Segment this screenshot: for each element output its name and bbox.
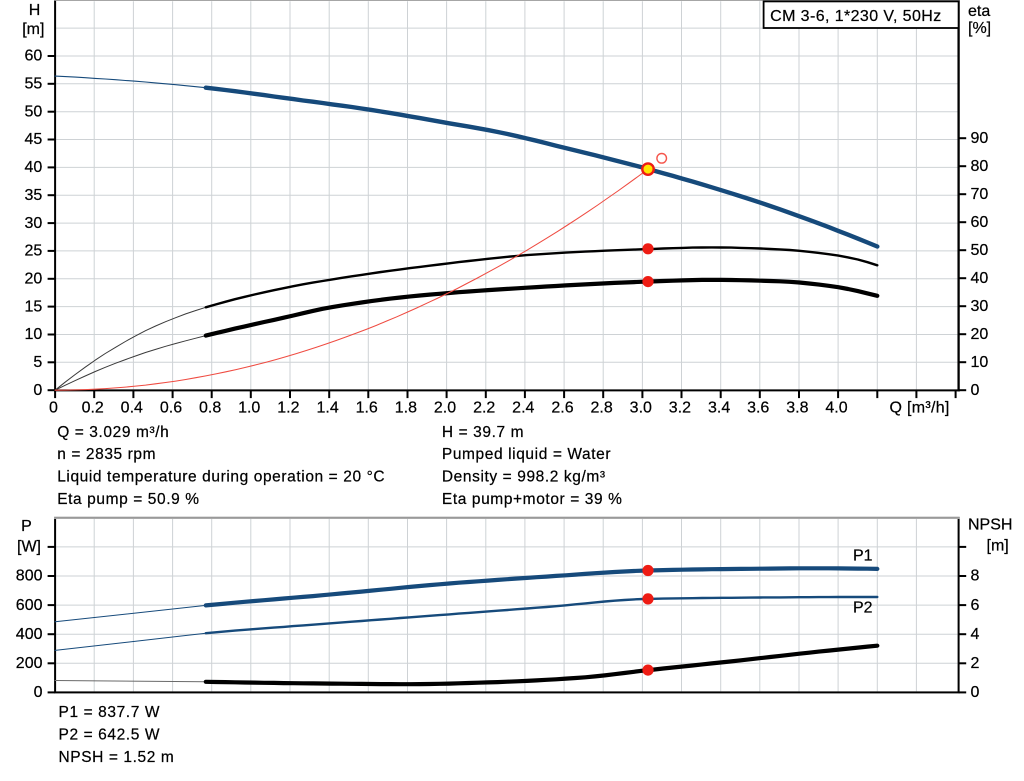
svg-text:8: 8 — [971, 568, 980, 585]
svg-text:3.0: 3.0 — [630, 400, 652, 417]
svg-text:10: 10 — [25, 326, 43, 343]
svg-text:3.2: 3.2 — [669, 400, 691, 417]
svg-text:[%]: [%] — [968, 20, 991, 37]
svg-text:2.6: 2.6 — [551, 400, 573, 417]
svg-text:1.8: 1.8 — [395, 400, 417, 417]
svg-text:0.4: 0.4 — [121, 400, 143, 417]
svg-text:Density = 998.2 kg/m³: Density = 998.2 kg/m³ — [442, 469, 606, 486]
svg-text:3.6: 3.6 — [747, 400, 769, 417]
svg-text:2.2: 2.2 — [473, 400, 495, 417]
svg-text:25: 25 — [25, 243, 43, 260]
svg-text:2.4: 2.4 — [512, 400, 534, 417]
svg-text:400: 400 — [16, 626, 43, 643]
svg-text:0: 0 — [34, 684, 43, 701]
svg-text:20: 20 — [25, 271, 43, 288]
svg-text:4: 4 — [971, 626, 980, 643]
svg-text:CM 3-6, 1*230 V, 50Hz: CM 3-6, 1*230 V, 50Hz — [770, 8, 941, 25]
svg-text:Pumped liquid = Water: Pumped liquid = Water — [442, 446, 611, 463]
svg-text:40: 40 — [971, 270, 989, 287]
svg-text:0: 0 — [971, 684, 980, 701]
svg-text:50: 50 — [971, 242, 989, 259]
svg-text:eta: eta — [968, 3, 990, 20]
svg-text:[m]: [m] — [22, 21, 44, 38]
svg-text:600: 600 — [16, 597, 43, 614]
svg-text:55: 55 — [25, 76, 43, 93]
svg-text:2.8: 2.8 — [590, 400, 612, 417]
svg-text:0.6: 0.6 — [160, 400, 182, 417]
svg-text:H: H — [29, 2, 41, 19]
svg-text:3.8: 3.8 — [786, 400, 808, 417]
svg-text:0.8: 0.8 — [199, 400, 221, 417]
svg-text:2.0: 2.0 — [434, 400, 456, 417]
svg-text:[m]: [m] — [987, 538, 1009, 555]
svg-text:1.0: 1.0 — [238, 400, 260, 417]
svg-text:P1 = 837.7 W: P1 = 837.7 W — [59, 704, 161, 721]
svg-text:P: P — [21, 518, 32, 535]
svg-text:3.4: 3.4 — [708, 400, 730, 417]
svg-text:2: 2 — [971, 655, 980, 672]
svg-text:10: 10 — [971, 354, 989, 371]
svg-text:90: 90 — [971, 130, 989, 147]
svg-text:Eta pump+motor = 39 %: Eta pump+motor = 39 % — [442, 491, 623, 508]
svg-text:20: 20 — [971, 326, 989, 343]
svg-text:P2 = 642.5 W: P2 = 642.5 W — [59, 727, 161, 744]
svg-text:n = 2835 rpm: n = 2835 rpm — [57, 446, 156, 463]
svg-text:70: 70 — [971, 186, 989, 203]
svg-text:15: 15 — [25, 298, 43, 315]
svg-text:35: 35 — [25, 187, 43, 204]
svg-text:30: 30 — [25, 215, 43, 232]
svg-text:0.2: 0.2 — [82, 400, 104, 417]
svg-text:5: 5 — [33, 354, 42, 371]
svg-text:30: 30 — [971, 298, 989, 315]
svg-text:0: 0 — [49, 400, 58, 417]
svg-text:H = 39.7 m: H = 39.7 m — [442, 424, 524, 441]
svg-text:NPSH = 1.52 m: NPSH = 1.52 m — [59, 749, 175, 766]
svg-text:[W]: [W] — [17, 539, 41, 556]
svg-text:40: 40 — [25, 159, 43, 176]
svg-text:1.4: 1.4 — [316, 400, 338, 417]
svg-text:80: 80 — [971, 158, 989, 175]
svg-text:NPSH: NPSH — [968, 517, 1012, 534]
svg-text:800: 800 — [16, 568, 43, 585]
svg-text:0: 0 — [33, 382, 42, 399]
svg-text:6: 6 — [971, 597, 980, 614]
svg-text:Liquid temperature during oper: Liquid temperature during operation = 20… — [57, 469, 385, 486]
svg-text:60: 60 — [25, 48, 43, 65]
svg-text:4.0: 4.0 — [825, 400, 847, 417]
svg-text:50: 50 — [25, 103, 43, 120]
svg-text:Eta pump = 50.9 %: Eta pump = 50.9 % — [57, 491, 199, 508]
svg-text:P1: P1 — [853, 548, 873, 565]
svg-text:200: 200 — [16, 655, 43, 672]
svg-text:Q = 3.029 m³/h: Q = 3.029 m³/h — [57, 424, 169, 441]
svg-text:Q [m³/h]: Q [m³/h] — [890, 400, 950, 417]
svg-text:45: 45 — [25, 131, 43, 148]
svg-text:60: 60 — [971, 214, 989, 231]
svg-text:1.6: 1.6 — [356, 400, 378, 417]
svg-text:0: 0 — [971, 382, 980, 399]
svg-text:1.2: 1.2 — [277, 400, 299, 417]
svg-text:P2: P2 — [853, 600, 873, 617]
